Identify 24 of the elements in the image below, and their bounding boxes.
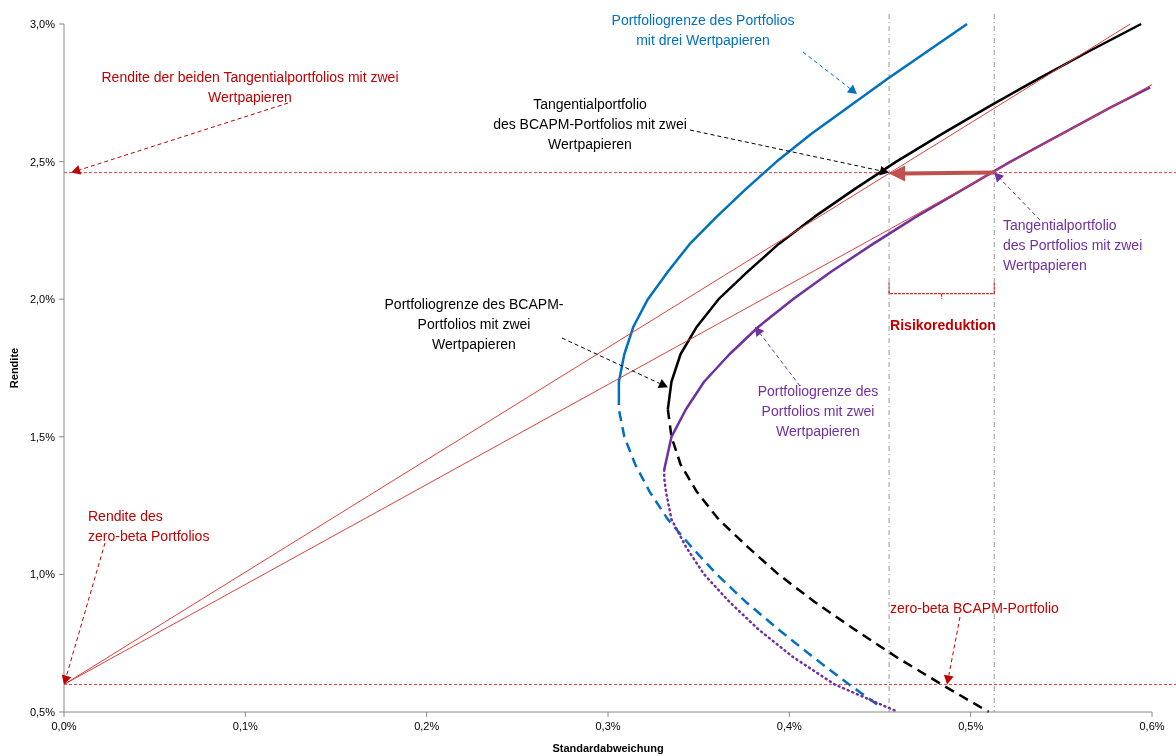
y-tick-label: 2,5%: [29, 155, 56, 168]
x-axis-title: Standardabweichung: [552, 742, 664, 754]
y-tick-label: 3,0%: [29, 18, 56, 30]
annotation: Risikoreduktion: [890, 317, 996, 333]
annotation: Tangentialportfolio des BCAPM-Portfolios mit zwei Wertpapieren: [493, 96, 687, 152]
annotation: Tangentialportfolio des Portfolios mit zwei Wertpapieren: [1003, 217, 1143, 273]
annotation: Rendite der beiden Tangentialportfolios mit zwei Wertpapieren: [101, 69, 399, 105]
x-tick-label: 0,6%: [1139, 720, 1165, 732]
x-tick-label: 0,3%: [595, 720, 621, 732]
x-tick-label: 0,1%: [232, 720, 259, 732]
y-tick-label: 0,5%: [29, 706, 56, 718]
annotation: Portfoliogrenze des Portfolios mit drei Wertpapieren: [611, 12, 795, 48]
x-tick-label: 0,2%: [414, 720, 440, 732]
x-tick-label: 0,0%: [51, 720, 77, 732]
annotation: Portfoliogrenze des Portfolios mit zwei Wertpapieren: [757, 383, 879, 439]
y-tick-label: 1,0%: [29, 568, 56, 581]
y-axis-title: Rendite: [8, 347, 20, 389]
annotation: zero-beta BCAPM-Portfolio: [890, 600, 1060, 616]
y-tick-label: 2,0%: [29, 293, 56, 306]
annotation: Rendite des zero-beta Portfolios: [88, 508, 210, 544]
x-tick-label: 0,4%: [776, 720, 803, 732]
x-tick-label: 0,5%: [958, 720, 984, 732]
y-tick-label: 1,5%: [29, 430, 56, 443]
annotation: Portfoliogrenze des BCAPM- Portfolios mit zwei Wertpapieren: [384, 296, 564, 352]
